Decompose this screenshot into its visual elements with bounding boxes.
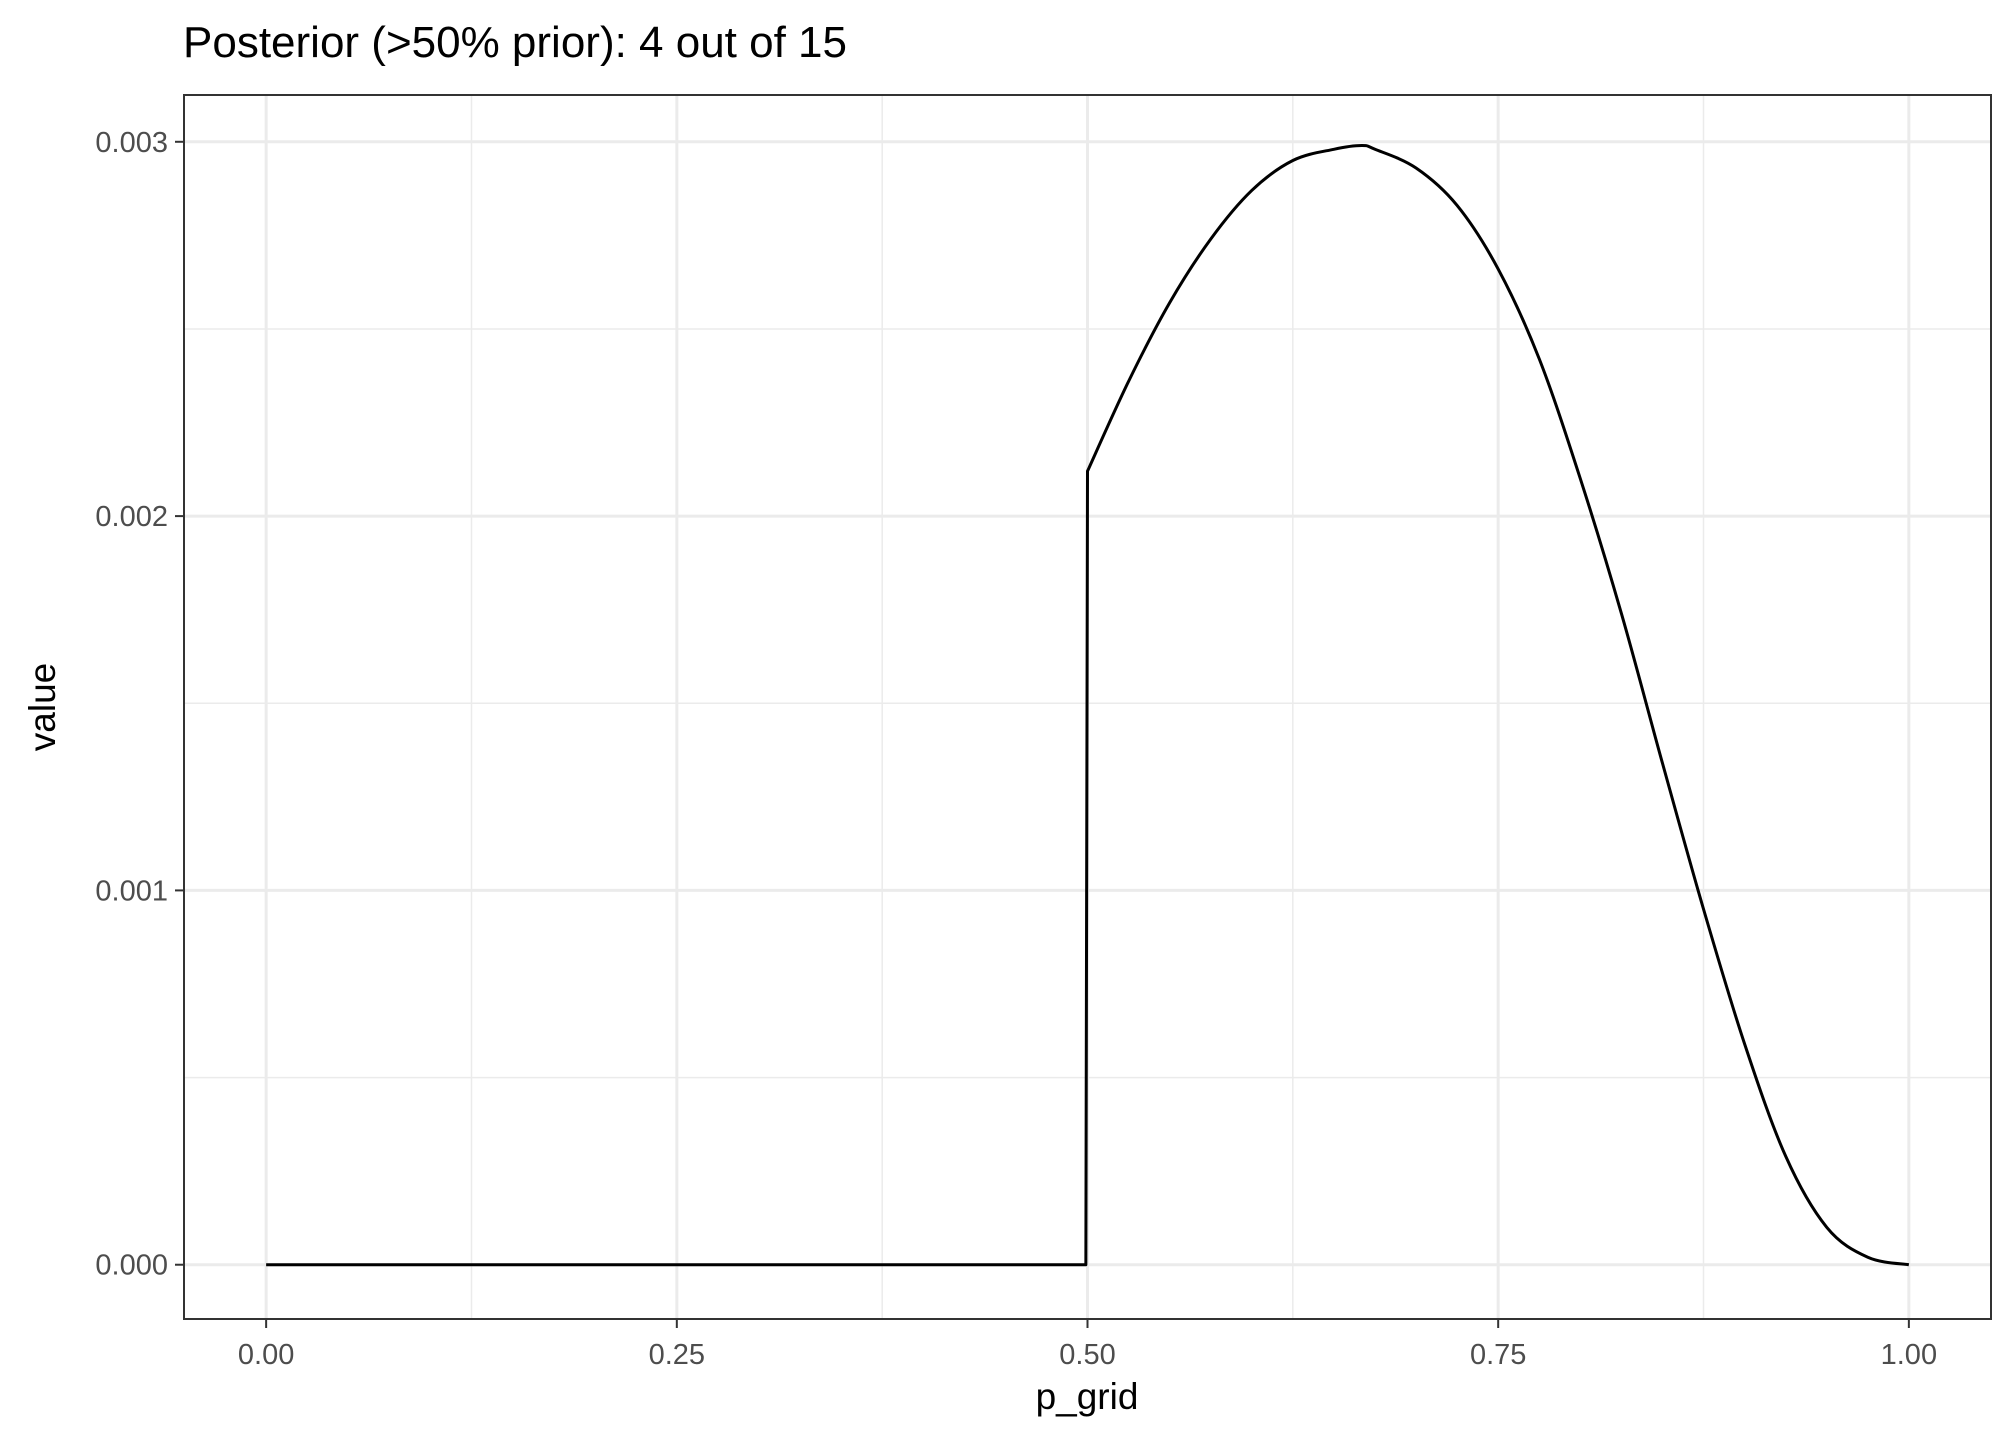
x-axis-title: p_grid [1036, 1376, 1139, 1417]
x-axis-tick-labels: 0.00 0.25 0.50 0.75 1.00 [238, 1339, 1937, 1371]
axis-ticks [175, 140, 1910, 1328]
x-tick-label: 1.00 [1881, 1339, 1937, 1371]
y-tick-label: 0.003 [95, 127, 168, 159]
posterior-line [266, 144, 1910, 1267]
series-layer [266, 144, 1910, 1267]
chart-title: Posterior (>50% prior): 4 out of 15 [183, 18, 847, 67]
y-axis-tick-labels: 0.000 0.001 0.002 0.003 [95, 127, 168, 1282]
y-tick-label: 0.000 [95, 1250, 168, 1282]
x-tick-label: 0.50 [1059, 1339, 1115, 1371]
x-tick-label: 0.75 [1470, 1339, 1526, 1371]
y-tick-label: 0.002 [95, 501, 168, 533]
x-tick-label: 0.00 [238, 1339, 294, 1371]
x-tick-label: 0.25 [649, 1339, 705, 1371]
y-tick-label: 0.001 [95, 875, 168, 907]
y-axis-title: value [22, 663, 63, 751]
